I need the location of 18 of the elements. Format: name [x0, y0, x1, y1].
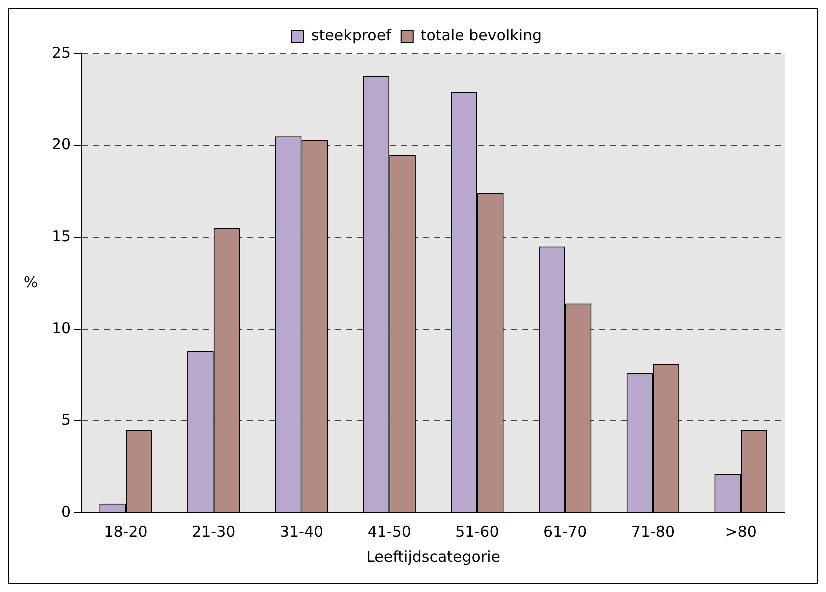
x-tick-label: 61-70	[544, 522, 588, 541]
y-tick-label: 0	[62, 502, 72, 521]
y-axis-title: %	[24, 273, 38, 292]
x-tick-label: 21-30	[192, 522, 236, 541]
y-tick-label: 25	[52, 44, 72, 62]
y-tick-label: 15	[52, 227, 72, 246]
y-tick-label: 20	[52, 136, 72, 154]
x-tick-label: 51-60	[456, 522, 500, 541]
x-tick-label: 31-40	[280, 522, 324, 541]
x-axis-title: Leeftijdscategorie	[366, 548, 501, 566]
legend-label: totale bevolking	[420, 26, 542, 44]
x-tick-label: >80	[725, 522, 757, 541]
y-tick-label: 5	[62, 411, 72, 430]
x-tick-label: 71-80	[631, 522, 675, 541]
x-tick-label: 18-20	[104, 522, 148, 541]
legend-label: steekproef	[311, 26, 392, 44]
x-tick-label: 41-50	[368, 522, 412, 541]
y-tick-label: 10	[52, 319, 72, 338]
